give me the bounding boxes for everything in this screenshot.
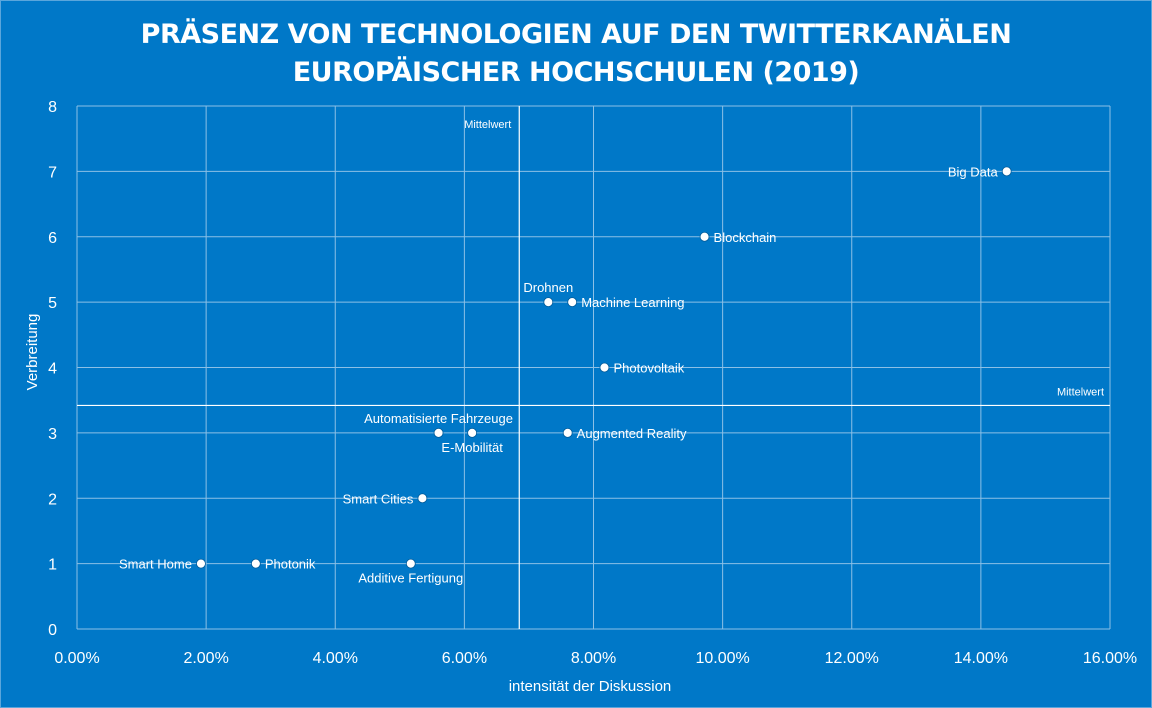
data-point-label: Additive Fertigung: [358, 571, 463, 586]
data-point-label: Smart Home: [119, 557, 192, 572]
y-axis-label: Verbreitung: [24, 314, 41, 391]
x-tick-label: 14.00%: [954, 650, 1008, 667]
data-point: [196, 558, 206, 569]
x-tick-label: 4.00%: [313, 650, 358, 667]
chart-title: PRÄSENZ VON TECHNOLOGIEN AUF DEN TWITTER…: [0, 16, 1152, 92]
y-tick-label: 6: [48, 230, 57, 247]
x-tick-label: 10.00%: [695, 650, 749, 667]
x-tick-label: 0.00%: [54, 650, 99, 667]
tick-labels: 0.00% 2.00% 4.00% 6.00% 8.00% 10.00% 12.00% 14.…: [48, 99, 1137, 667]
data-point-group: Augmented Reality: [562, 426, 687, 441]
data-point-group: Automatisierte Fahrzeuge: [364, 411, 513, 438]
data-points: Big Data Blockchain Drohnen Machine Learnin…: [119, 164, 1012, 586]
data-point: [599, 362, 610, 373]
data-point: [1001, 166, 1012, 177]
data-point-group: E-Mobilität: [441, 427, 503, 455]
data-point-label: Blockchain: [714, 230, 777, 245]
data-point-group: Machine Learning: [567, 295, 685, 310]
data-point-group: Smart Cities: [343, 491, 428, 506]
data-point: [699, 231, 710, 242]
y-tick-label: 8: [48, 99, 57, 116]
data-point: [433, 427, 444, 438]
data-point: [467, 427, 478, 438]
y-tick-label: 5: [48, 295, 57, 312]
y-tick-label: 2: [48, 491, 57, 508]
data-point-label: Photonik: [265, 557, 316, 572]
x-tick-label: 2.00%: [183, 650, 228, 667]
data-point: [417, 493, 428, 504]
x-axis-label: intensität der Diskussion: [509, 678, 672, 695]
data-point-label: Photovoltaik: [613, 361, 684, 376]
y-tick-label: 4: [48, 361, 57, 378]
x-tick-label: 8.00%: [571, 650, 616, 667]
grid-lines: [76, 105, 1111, 630]
data-point-label: Machine Learning: [581, 295, 684, 310]
data-point: [405, 558, 416, 569]
x-tick-label: 16.00%: [1083, 650, 1137, 667]
data-point-group: Additive Fertigung: [358, 558, 463, 586]
x-tick-label: 6.00%: [442, 650, 487, 667]
data-point-group: Photonik: [250, 557, 316, 572]
y-mean-label: Mittelwert: [1057, 386, 1104, 398]
chart-title-line-2: EUROPÄISCHER HOCHSCHULEN (2019): [292, 57, 860, 88]
y-tick-label: 3: [48, 426, 57, 443]
chart-title-line-1: PRÄSENZ VON TECHNOLOGIEN AUF DEN TWITTER…: [140, 19, 1012, 50]
data-point-label: Drohnen: [523, 280, 573, 295]
data-point-label: Augmented Reality: [577, 426, 687, 441]
data-point-group: Big Data: [948, 164, 1012, 179]
data-point: [562, 427, 573, 438]
data-point-label: Smart Cities: [343, 491, 414, 506]
data-point: [543, 297, 554, 308]
data-point: [250, 558, 261, 569]
x-tick-label: 12.00%: [825, 650, 879, 667]
y-tick-label: 1: [48, 557, 57, 574]
y-tick-label: 7: [48, 164, 57, 181]
data-point-group: Smart Home: [119, 557, 206, 572]
data-point: [567, 297, 578, 308]
mean-lines: Mittelwert Mittelwert: [77, 106, 1110, 629]
data-point-label: Automatisierte Fahrzeuge: [364, 411, 513, 426]
data-point-label: E-Mobilität: [441, 440, 503, 455]
data-point-group: Photovoltaik: [599, 361, 685, 376]
data-point-group: Drohnen: [523, 280, 573, 308]
y-tick-label: 0: [48, 622, 57, 639]
data-point-label: Big Data: [948, 164, 999, 179]
x-mean-label: Mittelwert: [464, 119, 511, 131]
data-point-group: Blockchain: [699, 230, 777, 245]
